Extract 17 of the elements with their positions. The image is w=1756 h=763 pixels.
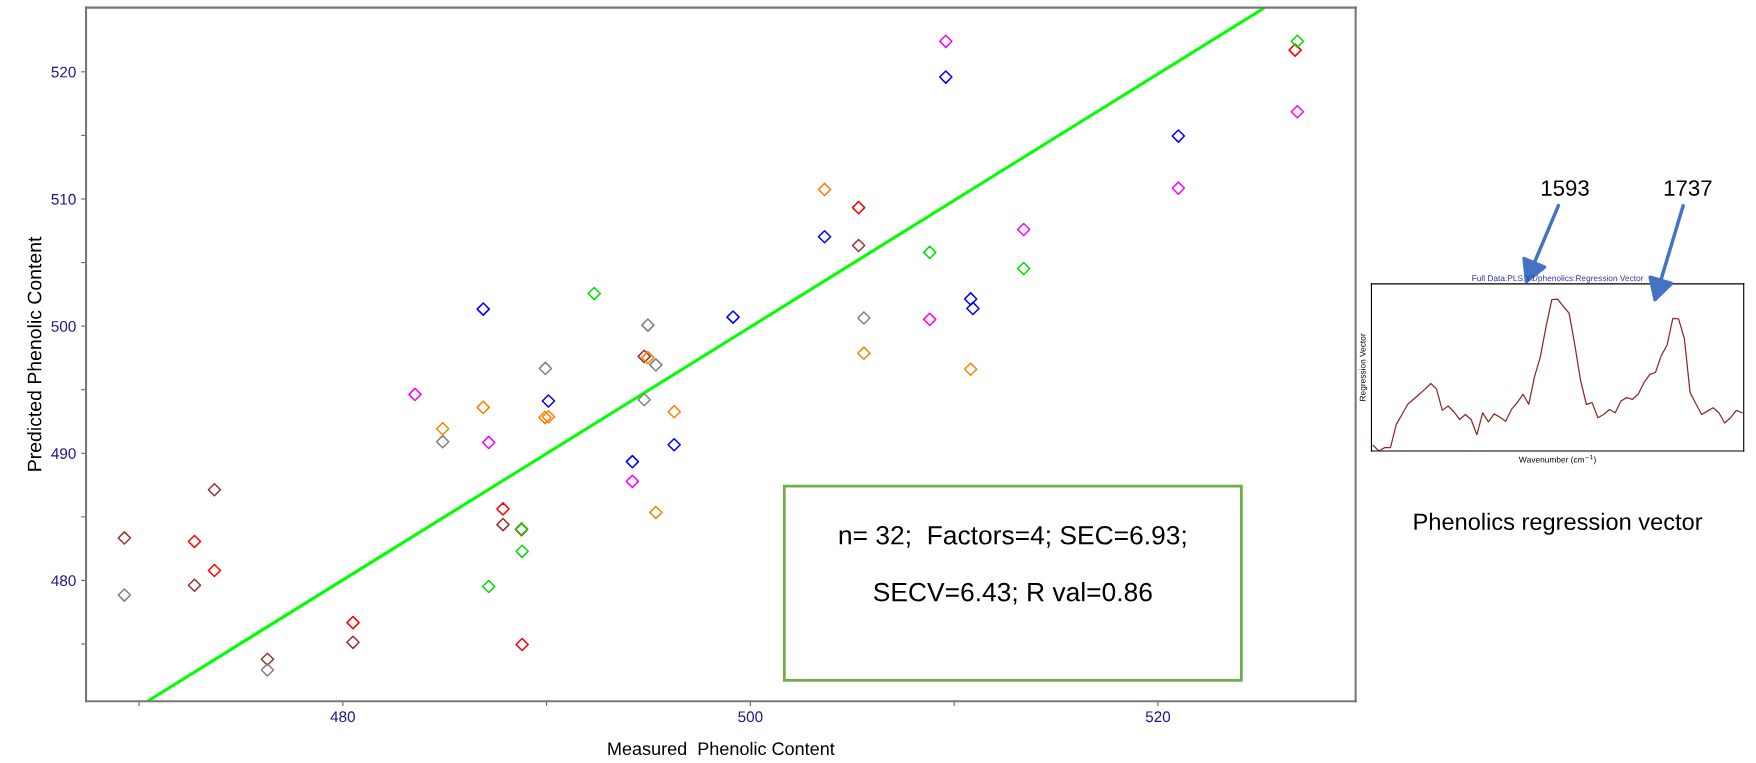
annotation: n= 32; Factors=4; SEC=6.93; <box>839 525 1186 548</box>
text: 1593 <box>1542 180 1589 196</box>
y-tick-label: 480 <box>51 575 76 587</box>
text: 1737 <box>1664 180 1712 196</box>
x-tick-label: 520 <box>1145 711 1171 723</box>
y-tick-label: 500 <box>51 320 76 332</box>
x-axis-title: Measured Phenolic Content <box>608 741 835 756</box>
x-tick-label: 480 <box>330 711 355 723</box>
y-tick-label: 510 <box>51 193 76 205</box>
y-tick-label: 520 <box>51 66 76 78</box>
annotation: SECV=6.43; R val=0.86 <box>873 582 1152 605</box>
y-tick-label: 490 <box>51 448 76 459</box>
x-tick-label: 500 <box>738 711 763 723</box>
x-axis-title: Wavenumber (cm$^{−1}$) <box>1518 455 1596 465</box>
y-axis-title: Regression Vector <box>1359 333 1368 401</box>
text: Phenolics regression vector <box>1414 512 1703 535</box>
y-axis-title: Predicted Phenolic Content <box>27 236 42 471</box>
